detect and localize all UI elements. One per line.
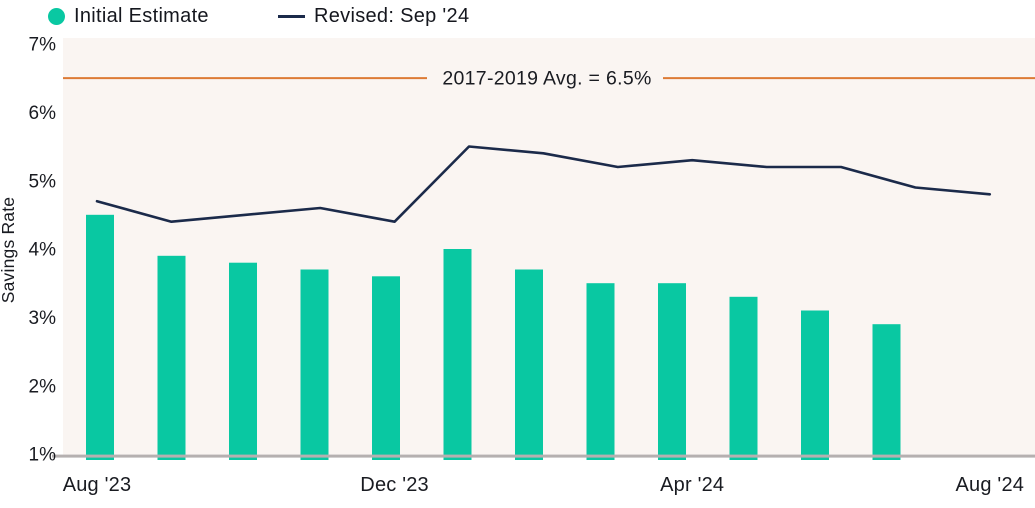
y-tick-label: 5% (29, 171, 57, 192)
bar (86, 214, 114, 460)
legend-item-revised: Revised: Sep '24 (278, 0, 469, 32)
bar (372, 276, 400, 460)
y-tick-label: 7% (29, 35, 57, 56)
x-tick-label: Aug '24 (955, 474, 1024, 496)
y-tick-label: 4% (29, 240, 57, 261)
legend-line-icon (278, 14, 305, 18)
x-tick-label: Apr '24 (660, 474, 724, 496)
avg-reference-label: 2017-2019 Avg. = 6.5% (442, 68, 651, 90)
x-tick-label: Dec '23 (360, 474, 429, 496)
bar (515, 269, 543, 460)
bar (229, 262, 257, 460)
bar (586, 283, 615, 460)
bar (729, 296, 758, 460)
bar (801, 310, 829, 460)
bar (300, 269, 329, 460)
y-tick-label: 2% (29, 376, 57, 397)
bar (443, 249, 472, 460)
y-tick-label: 6% (29, 103, 57, 124)
bar (872, 324, 901, 460)
legend-item-initial-estimate: Initial Estimate (48, 0, 209, 32)
y-tick-label: 1% (29, 445, 57, 466)
legend-label-initial-estimate: Initial Estimate (74, 4, 209, 27)
chart-legend: Initial Estimate Revised: Sep '24 (0, 0, 1035, 32)
x-tick-label: Aug '23 (63, 474, 132, 496)
legend-label-revised: Revised: Sep '24 (314, 4, 470, 27)
bar (157, 255, 186, 460)
y-axis-title: Savings Rate (0, 197, 18, 304)
x-axis-line (52, 454, 1035, 458)
bar (658, 283, 686, 460)
y-tick-label: 3% (29, 308, 57, 329)
legend-dot-icon (48, 7, 65, 25)
revised-line (95, 145, 992, 223)
